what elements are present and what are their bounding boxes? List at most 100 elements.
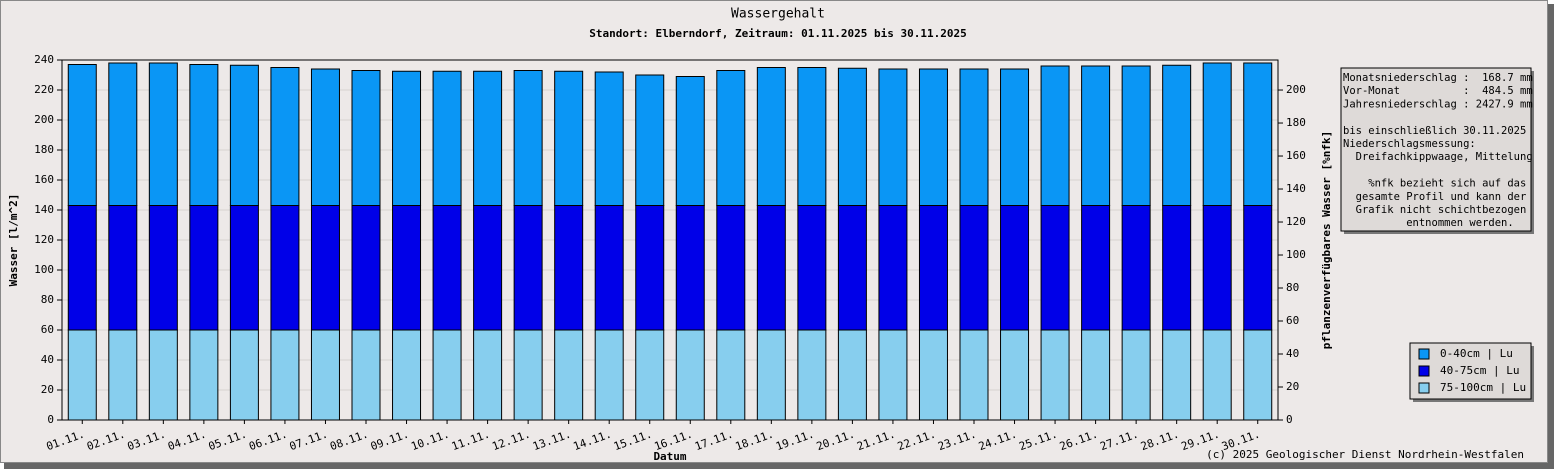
bar xyxy=(1243,329,1273,421)
y2-tick-label: 100 xyxy=(1286,248,1306,261)
bar xyxy=(594,329,624,421)
bar xyxy=(310,68,340,206)
bar xyxy=(635,329,665,421)
bar xyxy=(716,329,746,421)
bar xyxy=(716,70,746,206)
bar xyxy=(392,329,422,421)
bar xyxy=(797,67,827,206)
y2-tick-label: 160 xyxy=(1286,149,1306,162)
bar xyxy=(837,67,867,206)
y-tick-label: 240 xyxy=(34,53,54,66)
y2-axis-label: pflanzenverfügbares Wasser [%nfk] xyxy=(1320,131,1333,350)
annotation: entnommen werden. xyxy=(1343,217,1514,229)
info-box xyxy=(1340,67,1532,232)
bar xyxy=(1162,64,1192,206)
bar xyxy=(1243,205,1273,331)
bar xyxy=(1081,65,1111,206)
bar xyxy=(473,205,503,331)
bar xyxy=(351,205,381,331)
bar xyxy=(513,70,543,206)
bar xyxy=(918,68,948,206)
annotation: Jahresniederschlag : 2427.9 mm xyxy=(1343,98,1533,110)
y-tick-label: 80 xyxy=(41,293,54,306)
bar xyxy=(392,205,422,331)
y-axis-label: Wasser [l/m^2] xyxy=(7,194,20,287)
bar xyxy=(67,329,97,421)
bar xyxy=(229,64,259,206)
bar xyxy=(635,205,665,331)
bar xyxy=(148,62,178,206)
bar xyxy=(432,329,462,421)
bar xyxy=(594,71,624,206)
bar xyxy=(270,67,300,206)
annotation: Grafik nicht schichtbezogen xyxy=(1343,204,1526,216)
bar xyxy=(270,329,300,421)
y-tick-label: 140 xyxy=(34,203,54,216)
y2-tick-label: 120 xyxy=(1286,215,1306,228)
y2-tick-label: 200 xyxy=(1286,83,1306,96)
bar xyxy=(1162,205,1192,331)
y-tick-label: 180 xyxy=(34,143,54,156)
bar xyxy=(473,70,503,206)
bar xyxy=(1040,65,1070,206)
bar xyxy=(554,70,584,206)
bar xyxy=(756,67,786,206)
y2-tick-label: 20 xyxy=(1286,380,1299,393)
bar xyxy=(1121,65,1151,206)
bar xyxy=(148,205,178,331)
bar xyxy=(67,205,97,331)
bar xyxy=(554,205,584,331)
bar xyxy=(1121,205,1151,331)
bar xyxy=(837,329,867,421)
bar xyxy=(837,205,867,331)
bar xyxy=(878,329,908,421)
y-tick-label: 200 xyxy=(34,113,54,126)
bar xyxy=(675,205,705,331)
bar xyxy=(189,329,219,421)
annotation: gesamte Profil und kann der xyxy=(1343,191,1526,203)
y-tick-label: 220 xyxy=(34,83,54,96)
bar xyxy=(1202,62,1232,206)
bar xyxy=(756,329,786,421)
bar xyxy=(392,70,422,206)
y2-tick-label: 60 xyxy=(1286,314,1299,327)
bar xyxy=(108,205,138,331)
legend-label: 40-75cm | Lu xyxy=(1440,364,1519,377)
bar xyxy=(67,64,97,206)
bar xyxy=(189,205,219,331)
y2-tick-label: 80 xyxy=(1286,281,1299,294)
y-tick-label: 120 xyxy=(34,233,54,246)
bar xyxy=(797,205,827,331)
bar xyxy=(473,329,503,421)
bar xyxy=(675,76,705,206)
bar xyxy=(959,205,989,331)
bar xyxy=(1040,205,1070,331)
y-tick-label: 60 xyxy=(41,323,54,336)
bar xyxy=(310,205,340,331)
bar xyxy=(229,329,259,421)
shadow xyxy=(1548,4,1554,466)
y2-tick-label: 140 xyxy=(1286,182,1306,195)
bar xyxy=(716,205,746,331)
bar xyxy=(635,74,665,206)
bar xyxy=(1202,329,1232,421)
bar xyxy=(1162,329,1192,421)
chart-subtitle: Standort: Elberndorf, Zeitraum: 01.11.20… xyxy=(589,27,967,40)
bar xyxy=(513,205,543,331)
bar xyxy=(1243,62,1273,206)
bar xyxy=(756,205,786,331)
y2-tick-label: 180 xyxy=(1286,116,1306,129)
bar xyxy=(351,329,381,421)
shadow xyxy=(4,463,1554,469)
legend-swatch xyxy=(1418,348,1430,360)
y-tick-label: 160 xyxy=(34,173,54,186)
y-tick-label: 100 xyxy=(34,263,54,276)
bar xyxy=(918,329,948,421)
annotation: Dreifachkippwaage, Mittelung xyxy=(1343,151,1533,163)
bar xyxy=(432,205,462,331)
annotation: %nfk bezieht sich auf das xyxy=(1343,178,1526,190)
bar xyxy=(1040,329,1070,421)
bar xyxy=(513,329,543,421)
